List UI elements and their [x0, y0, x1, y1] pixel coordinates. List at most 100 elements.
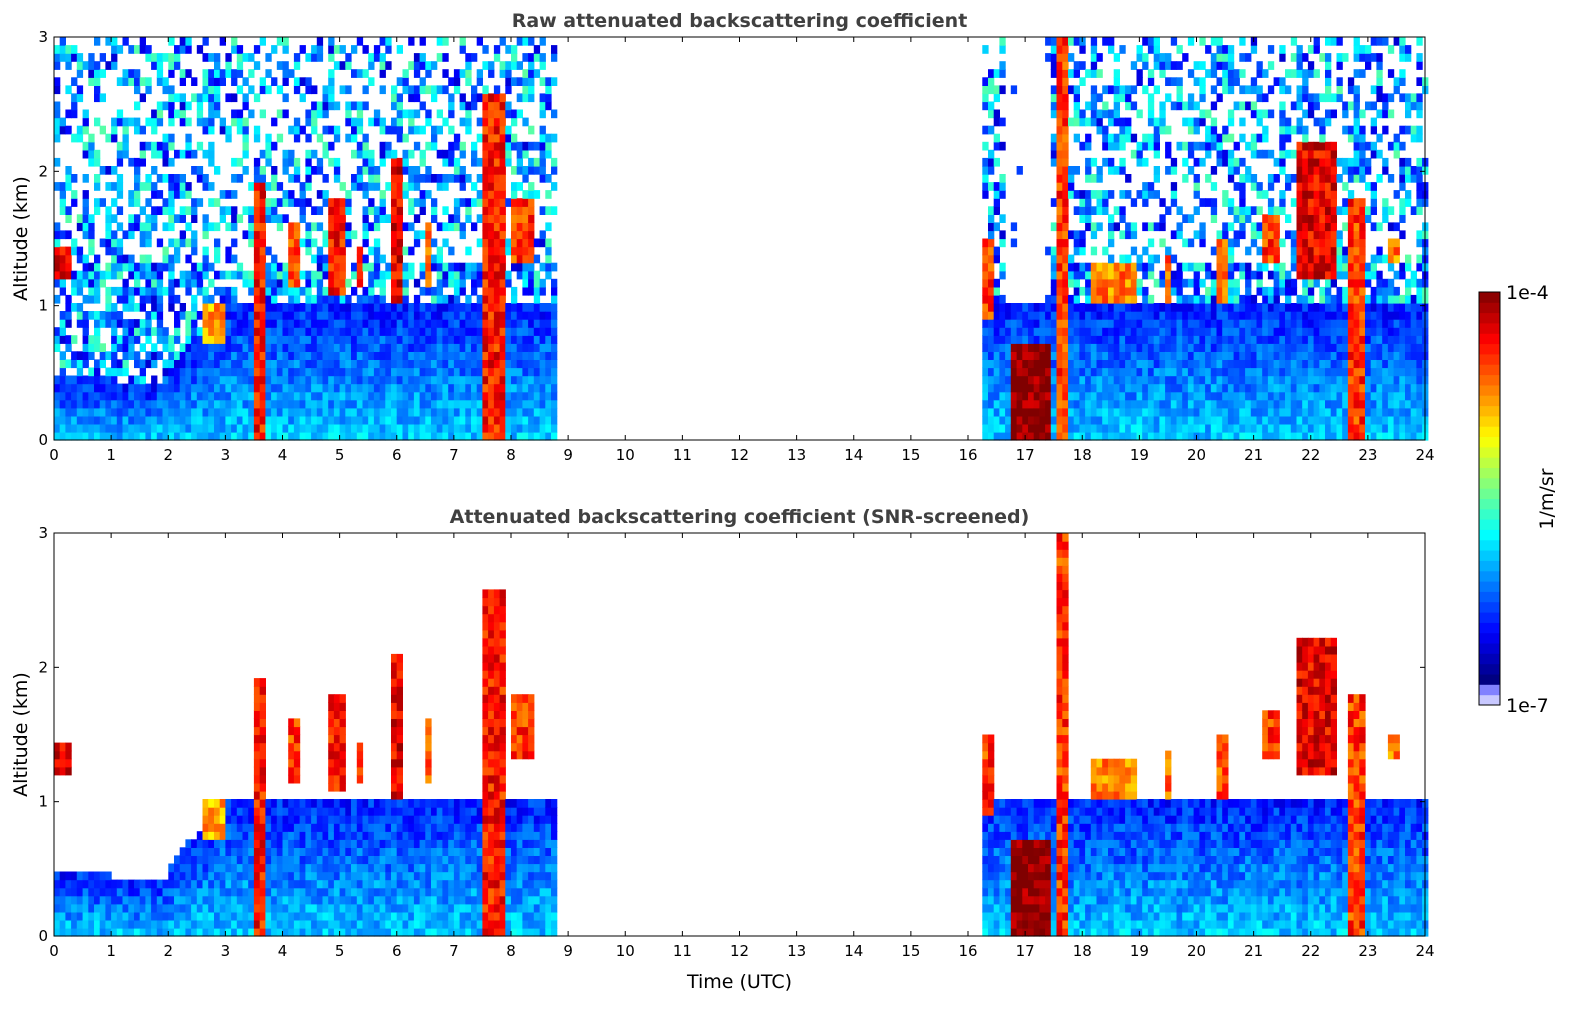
heatmap-cell: [1227, 174, 1235, 183]
heatmap-cell: [522, 198, 529, 207]
heatmap-cell: [522, 278, 529, 288]
heatmap-cell: [453, 278, 461, 288]
heatmap-cell: [1056, 270, 1063, 280]
heatmap-cell: [1159, 327, 1166, 336]
heatmap-cell: [528, 69, 535, 78]
heatmap-cell: [248, 391, 255, 401]
heatmap-cell: [59, 391, 66, 401]
heatmap-cell: [539, 141, 546, 151]
heatmap-cell: [151, 351, 158, 360]
heatmap-cell: [339, 399, 346, 409]
heatmap-cell: [1233, 327, 1240, 336]
heatmap-cell: [299, 311, 306, 320]
heatmap-cell: [231, 335, 238, 344]
heatmap-cell: [533, 423, 541, 433]
heatmap-cell: [253, 383, 261, 393]
heatmap-cell: [54, 45, 61, 54]
heatmap-cell: [202, 222, 209, 232]
heatmap-cell: [156, 101, 164, 111]
heatmap-cell: [1050, 270, 1058, 280]
heatmap-cell: [1153, 423, 1160, 433]
heatmap-cell: [1073, 206, 1080, 215]
heatmap-cell: [76, 246, 84, 256]
heatmap-cell: [1079, 190, 1086, 199]
heatmap-cell: [396, 125, 403, 135]
heatmap-cell: [1090, 359, 1098, 369]
heatmap-cell: [385, 375, 392, 385]
heatmap-cell: [1216, 303, 1223, 312]
heatmap-cell: [1222, 133, 1229, 143]
heatmap-cell: [1028, 399, 1035, 409]
heatmap-cell: [988, 415, 995, 425]
heatmap-cell: [179, 206, 186, 215]
heatmap-cell: [385, 37, 392, 46]
heatmap-cell: [202, 214, 209, 223]
heatmap-cell: [1210, 367, 1218, 377]
heatmap-cell: [253, 262, 261, 272]
heatmap-cell: [511, 415, 518, 425]
heatmap-cell: [408, 109, 415, 119]
heatmap-cell: [328, 431, 335, 441]
heatmap-cell: [551, 375, 558, 385]
heatmap-cell: [299, 399, 306, 409]
heatmap-cell: [1073, 278, 1080, 288]
heatmap-cell: [1119, 311, 1126, 320]
heatmap-cell: [988, 335, 995, 344]
heatmap-cell: [185, 391, 192, 401]
heatmap-cell: [396, 423, 403, 433]
heatmap-cell: [516, 351, 523, 360]
heatmap-cell: [328, 278, 335, 288]
heatmap-cell: [1302, 174, 1309, 183]
heatmap-cell: [162, 206, 169, 215]
heatmap-cell: [1050, 303, 1058, 312]
heatmap-cell: [242, 423, 249, 433]
heatmap-cell: [139, 45, 146, 54]
heatmap-cell: [1296, 375, 1303, 385]
heatmap-cell: [236, 343, 244, 352]
heatmap-cell: [116, 367, 124, 377]
heatmap-cell: [1182, 375, 1189, 385]
heatmap-cell: [391, 174, 398, 183]
heatmap-cell: [1147, 327, 1155, 336]
heatmap-cell: [1062, 431, 1069, 441]
heatmap-cell: [1136, 399, 1143, 409]
heatmap-cell: [356, 182, 364, 191]
heatmap-cell: [151, 415, 158, 425]
heatmap-cell: [151, 206, 158, 215]
heatmap-cell: [214, 286, 221, 296]
heatmap-cell: [88, 278, 95, 288]
heatmap-cell: [282, 351, 289, 360]
heatmap-cell: [1050, 93, 1058, 103]
heatmap-cell: [368, 198, 375, 207]
heatmap-cell: [1250, 109, 1258, 119]
heatmap-cell: [488, 238, 495, 248]
heatmap-cell: [1296, 335, 1303, 344]
heatmap-cell: [231, 367, 238, 377]
heatmap-cell: [1245, 351, 1252, 360]
heatmap-cell: [522, 141, 529, 151]
heatmap-cell: [111, 335, 118, 344]
heatmap-cell: [379, 311, 386, 320]
heatmap-cell: [1313, 351, 1320, 360]
heatmap-cell: [259, 399, 266, 409]
heatmap-cell: [311, 431, 318, 441]
heatmap-cell: [391, 254, 398, 264]
heatmap-cell: [1296, 319, 1303, 328]
heatmap-cell: [345, 303, 352, 312]
heatmap-cell: [522, 423, 529, 433]
heatmap-cell: [311, 367, 318, 377]
heatmap-cell: [522, 270, 529, 280]
heatmap-cell: [271, 77, 278, 86]
heatmap-cell: [1142, 367, 1149, 377]
heatmap-cell: [1313, 45, 1320, 54]
heatmap-cell: [1187, 238, 1195, 248]
heatmap-cell: [242, 367, 249, 377]
heatmap-cell: [482, 61, 489, 70]
heatmap-cell: [465, 319, 472, 328]
heatmap-cell: [225, 383, 232, 393]
heatmap-cell: [1090, 93, 1098, 103]
heatmap-cell: [1182, 351, 1189, 360]
heatmap-cell: [345, 399, 352, 409]
heatmap-cell: [1193, 101, 1200, 111]
heatmap-cell: [1222, 61, 1229, 70]
